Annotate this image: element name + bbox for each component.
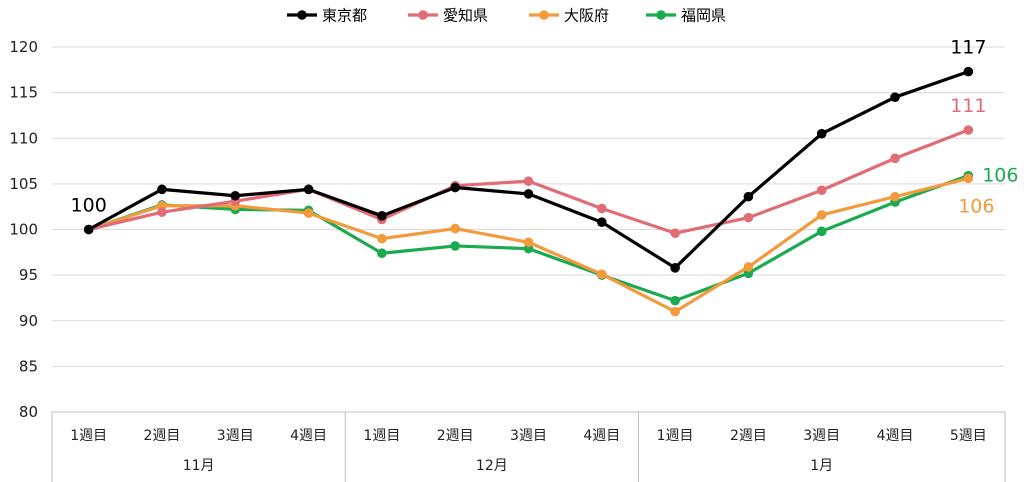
legend-label: 東京都	[322, 7, 367, 25]
data-point	[450, 223, 460, 234]
x-tick-label: 5週目	[950, 428, 987, 444]
group-label: 1月	[810, 458, 833, 474]
data-point	[83, 224, 94, 235]
data-point	[963, 173, 974, 184]
y-tick-label: 120	[9, 38, 38, 56]
data-point	[377, 211, 387, 221]
data-point	[523, 189, 534, 199]
group-label: 11月	[183, 458, 215, 474]
data-point	[963, 66, 974, 77]
data-label: 106	[958, 195, 994, 217]
x-tick-label: 1週目	[70, 428, 107, 444]
x-tick-label: 4週目	[290, 428, 327, 444]
data-point	[450, 182, 460, 193]
data-point	[816, 185, 827, 196]
data-label: 117	[950, 37, 986, 59]
data-point	[816, 210, 827, 220]
x-axis-categories: 1週目 2週目 3週目 4週目 1週目 2週目 3週目 4週目 1週目 2週目 3週目 4週目 5週目 1…	[70, 428, 987, 474]
data-point	[743, 262, 754, 272]
data-point	[523, 237, 534, 248]
y-tick-label: 115	[9, 84, 38, 102]
series-愛知県	[83, 125, 974, 238]
data-point	[597, 269, 607, 280]
data-point	[890, 191, 900, 202]
y-tick-label: 95	[19, 266, 38, 284]
axes	[51, 411, 1006, 482]
data-label: 100	[71, 195, 107, 217]
legend-marker	[539, 10, 549, 20]
data-point	[303, 208, 314, 218]
data-point	[743, 212, 754, 223]
x-tick-label: 4週目	[583, 428, 620, 444]
data-point	[670, 228, 680, 238]
data-label: 106	[982, 165, 1018, 187]
x-tick-label: 2週目	[144, 428, 181, 444]
x-tick-label: 1週目	[363, 428, 400, 444]
x-tick-label: 2週目	[437, 428, 474, 444]
data-point	[670, 306, 680, 317]
x-tick-label: 4週目	[877, 428, 914, 444]
x-tick-label: 3週目	[510, 428, 547, 444]
legend-item: 愛知県	[408, 7, 488, 25]
y-tick-label: 90	[19, 312, 38, 330]
data-point	[816, 128, 827, 139]
legend-label: 大阪府	[564, 7, 609, 25]
legend: 東京都 愛知県 大阪府 福岡県	[287, 7, 726, 25]
series-lines	[83, 66, 974, 317]
y-tick-label: 80	[19, 403, 38, 421]
legend-marker	[297, 10, 307, 20]
data-point	[890, 92, 900, 102]
data-point	[450, 241, 460, 251]
data-point	[890, 153, 900, 164]
y-tick-label: 105	[9, 175, 38, 193]
legend-item: 大阪府	[529, 7, 609, 25]
legend-marker	[656, 10, 666, 20]
x-tick-label: 2週目	[730, 428, 767, 444]
group-label: 12月	[476, 458, 508, 474]
series-東京都	[83, 66, 974, 273]
data-point	[670, 263, 680, 273]
data-point	[157, 207, 167, 217]
data-point	[523, 176, 534, 186]
y-tick-label: 100	[9, 221, 38, 239]
data-point	[377, 248, 387, 259]
x-tick-label: 1週目	[657, 428, 694, 444]
data-labels: 100 117 111 106 106	[71, 37, 1019, 218]
legend-label: 福岡県	[681, 7, 726, 25]
y-tick-label: 110	[9, 129, 38, 147]
legend-item: 東京都	[287, 7, 367, 25]
data-label: 111	[950, 95, 986, 117]
data-point	[303, 184, 314, 195]
x-tick-label: 3週目	[803, 428, 840, 444]
legend-label: 愛知県	[443, 7, 488, 25]
data-point	[230, 190, 241, 201]
data-point	[377, 233, 387, 244]
data-point	[670, 295, 680, 306]
data-point	[743, 191, 754, 202]
data-point	[157, 184, 167, 195]
x-tick-label: 3週目	[217, 428, 254, 444]
data-point	[597, 217, 607, 227]
data-point	[597, 203, 607, 214]
y-axis-ticks: 80 85 90 95 100 105 110 115 120	[9, 38, 38, 421]
data-point	[963, 125, 974, 135]
data-point	[816, 226, 827, 237]
legend-item: 福岡県	[646, 7, 726, 25]
legend-marker	[418, 10, 428, 20]
y-tick-label: 85	[19, 357, 38, 375]
